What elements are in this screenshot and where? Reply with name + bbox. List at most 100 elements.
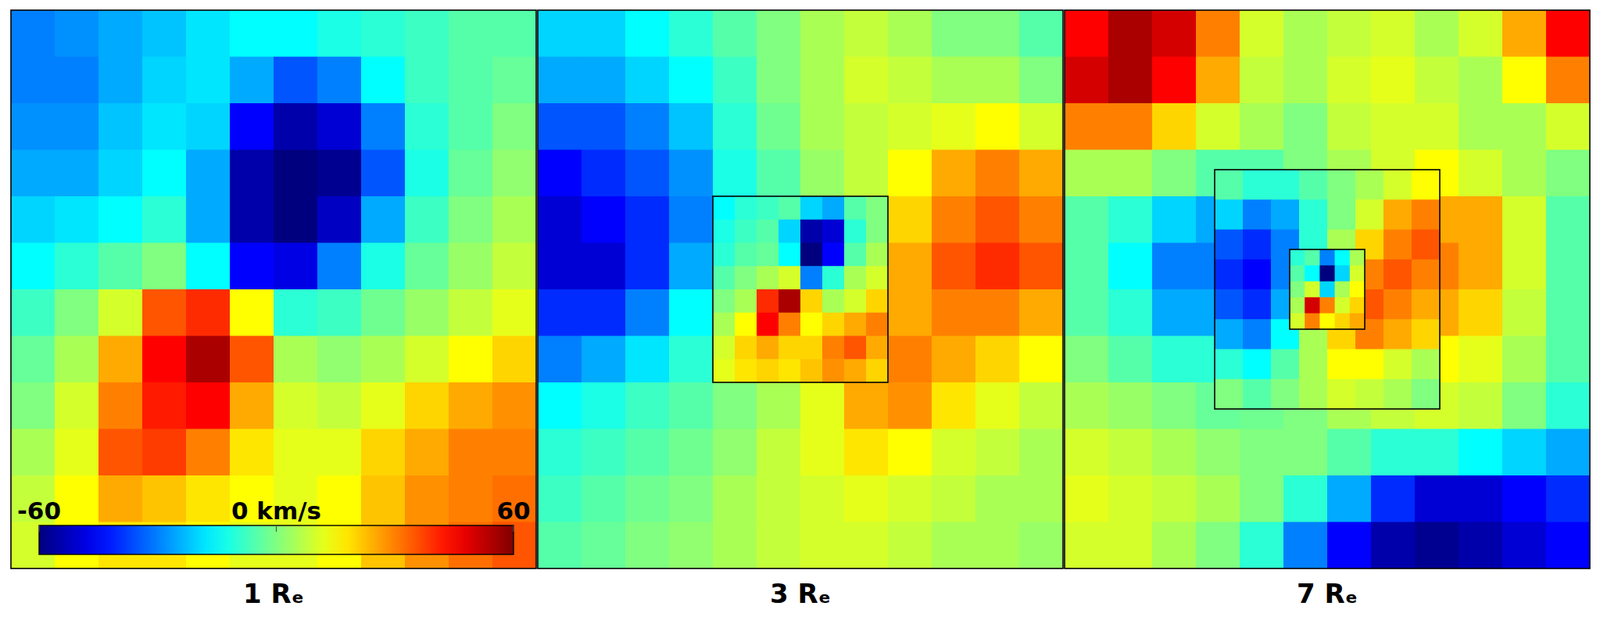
heat-cell xyxy=(887,103,933,151)
heat-cell xyxy=(887,10,933,58)
heat-cell xyxy=(756,103,802,151)
heat-cell xyxy=(142,10,187,58)
heat-cell xyxy=(866,265,889,290)
heat-cell xyxy=(712,219,736,244)
heat-cell xyxy=(844,522,889,570)
heat-cell xyxy=(317,57,362,104)
heat-cell xyxy=(1349,249,1366,266)
plot-area xyxy=(10,10,537,569)
heat-cell xyxy=(1383,349,1413,380)
heat-cell xyxy=(1546,57,1590,104)
heat-cell xyxy=(1019,57,1064,104)
heat-cell xyxy=(756,358,780,383)
heat-cell xyxy=(625,10,670,58)
heat-cell xyxy=(800,196,845,244)
heat-cell xyxy=(844,103,889,151)
heat-cell xyxy=(800,358,824,383)
heat-cell xyxy=(800,103,845,151)
heat-cell xyxy=(756,382,802,430)
heat-cell xyxy=(10,289,56,337)
heat-cell xyxy=(1108,522,1153,570)
heat-cell xyxy=(581,57,627,104)
heat-cell xyxy=(756,429,802,477)
heat-cell xyxy=(404,196,450,244)
heat-cell xyxy=(54,336,100,383)
heat-cell xyxy=(1214,199,1244,230)
heat-cell xyxy=(1458,103,1504,151)
heat-cell xyxy=(756,150,802,197)
heat-cell xyxy=(1239,103,1285,151)
heat-cell xyxy=(778,196,802,220)
heat-cell xyxy=(975,475,1021,523)
heat-cell xyxy=(800,265,824,290)
heat-cell xyxy=(98,57,144,104)
heat-cell xyxy=(866,358,889,383)
heat-cell xyxy=(273,243,319,290)
heat-cell xyxy=(10,196,56,244)
heat-cell xyxy=(1152,289,1197,337)
heat-cell xyxy=(1152,243,1197,290)
heat-cell xyxy=(537,522,583,570)
heat-cell xyxy=(1242,199,1272,230)
heat-cell xyxy=(712,57,758,104)
heat-cell xyxy=(800,475,845,523)
heat-cell xyxy=(1152,10,1197,58)
heat-cell xyxy=(625,103,670,151)
heat-cell xyxy=(734,219,758,244)
colorbar: -600 km/s60 xyxy=(17,496,531,555)
heat-cell xyxy=(1289,313,1306,330)
heat-cell xyxy=(581,336,627,383)
heat-cell xyxy=(1458,475,1504,523)
heat-cell xyxy=(1411,349,1441,380)
heat-cell xyxy=(317,10,362,58)
panel-frame xyxy=(1064,10,1590,569)
heat-cell xyxy=(186,336,231,383)
heat-cell xyxy=(273,336,319,383)
heat-cell xyxy=(142,103,187,151)
heat-cell xyxy=(537,103,583,151)
heat-cell xyxy=(712,103,758,151)
heat-cell xyxy=(800,289,824,313)
heat-cell xyxy=(669,522,714,570)
heat-cell xyxy=(975,289,1021,337)
colorbar-tick xyxy=(275,525,277,532)
heat-cell xyxy=(1458,196,1504,244)
heat-cell xyxy=(1289,264,1306,282)
heat-cell xyxy=(361,57,406,104)
heat-cell xyxy=(756,243,802,290)
heat-cell xyxy=(404,103,450,151)
heat-cell xyxy=(581,522,627,570)
heat-cell xyxy=(734,196,758,220)
heat-cell xyxy=(1327,429,1372,477)
heat-cell xyxy=(229,336,275,383)
heat-cell xyxy=(1283,103,1328,151)
heat-cell xyxy=(625,429,670,477)
heat-cell xyxy=(669,10,714,58)
heat-cell xyxy=(800,219,824,244)
heat-cell xyxy=(1214,169,1244,201)
heat-cell xyxy=(1327,475,1372,523)
heat-cell xyxy=(1152,382,1197,430)
heat-cell xyxy=(1064,429,1110,477)
heat-cell xyxy=(581,196,627,244)
heat-cell xyxy=(778,219,802,244)
heat-cell xyxy=(404,243,450,290)
heat-cell xyxy=(1383,318,1413,350)
heat-cell xyxy=(1214,229,1244,261)
heat-cell xyxy=(756,243,780,267)
heat-cell xyxy=(756,312,780,337)
heat-cell xyxy=(54,382,100,430)
heat-cell xyxy=(625,243,670,290)
heat-cell xyxy=(142,429,187,477)
heat-cell xyxy=(1349,297,1366,314)
heat-cell xyxy=(1502,475,1547,523)
heat-cell xyxy=(1327,199,1357,230)
heat-cell xyxy=(1152,475,1197,523)
heat-cell xyxy=(800,522,845,570)
heat-cell xyxy=(361,336,406,383)
heat-cell xyxy=(1370,10,1416,58)
heat-cell xyxy=(887,475,933,523)
panel xyxy=(537,10,1064,570)
heat-cell xyxy=(537,382,583,430)
heat-cell xyxy=(1370,57,1416,104)
